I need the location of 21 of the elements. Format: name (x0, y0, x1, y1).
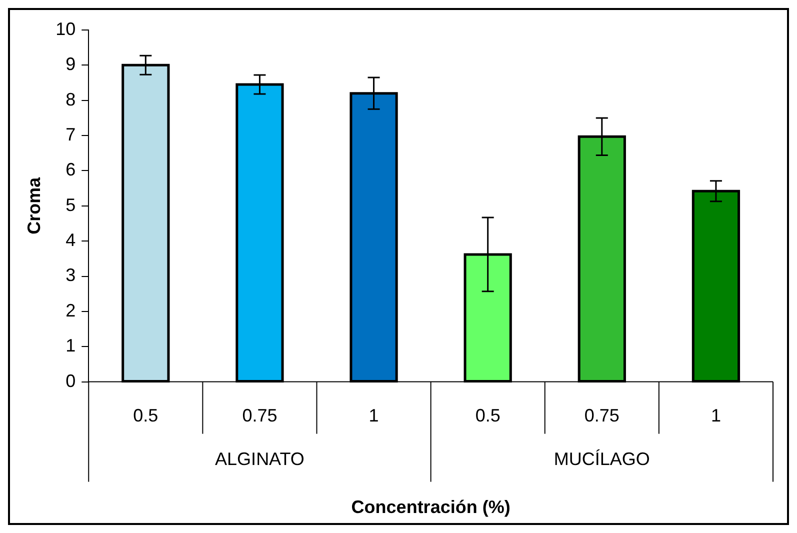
x-tick-label: 0.75 (584, 406, 620, 426)
text: ALGINATO (215, 448, 304, 469)
y-tick-label: 5 (66, 194, 76, 215)
x-tick-label: 0.5 (133, 406, 158, 426)
x-tick-label: 1 (368, 406, 379, 426)
text: MUCÍLAGO (554, 448, 650, 469)
y-tick-label: 7 (66, 124, 76, 145)
y-tick-label: 2 (66, 300, 76, 320)
x-tick-label: 1 (710, 406, 721, 426)
x-axis-title: Concentración (%) (351, 497, 510, 518)
y-tick-label: 8 (66, 89, 76, 110)
y-tick-label: 6 (66, 160, 76, 180)
y-tick-label: 9 (66, 54, 76, 74)
y-tick-label: 4 (66, 230, 76, 250)
x-tick-label: 0.5 (475, 406, 500, 426)
x-tick-label: 0.75 (242, 406, 278, 426)
y-tick-label: 3 (66, 265, 76, 286)
y-tick-label: 1 (66, 336, 76, 356)
y-tick-label: 0 (66, 370, 76, 391)
y-axis-title: Croma (24, 176, 44, 234)
y-tick-label: 10 (56, 18, 76, 39)
